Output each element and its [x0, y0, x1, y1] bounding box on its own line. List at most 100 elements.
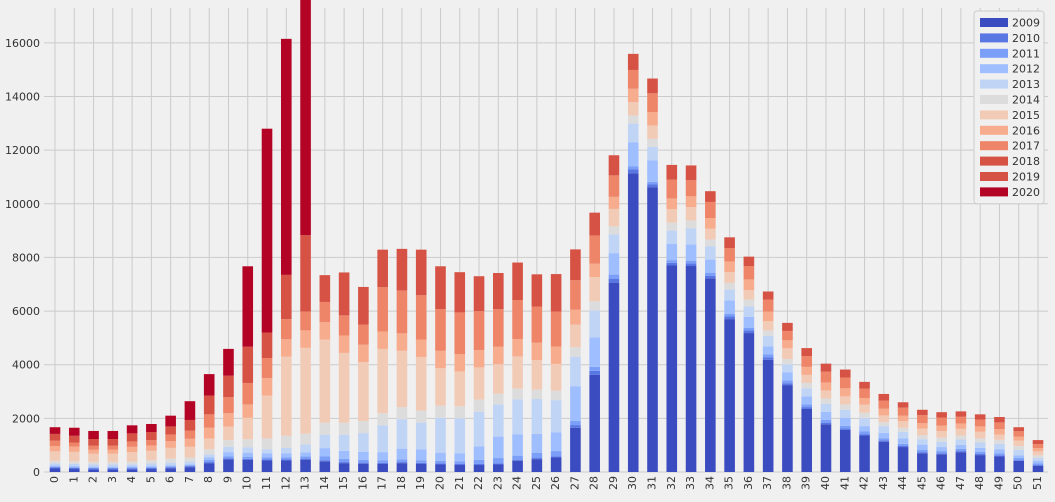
bar-segment-2016: [724, 261, 735, 273]
x-tick-label: 38: [780, 476, 793, 490]
bar-segment-2014: [627, 115, 639, 124]
bar-segment-2014: [878, 422, 890, 427]
x-tick-label: 20: [433, 476, 446, 490]
x-tick-label: 23: [491, 476, 504, 490]
bar-segment-2009: [88, 469, 99, 472]
bar-segment-2009: [647, 187, 658, 472]
bar-segment-2010: [878, 440, 890, 442]
bar-segment-2009: [261, 460, 273, 472]
bar-segment-2011: [724, 313, 735, 317]
bar-segment-2011: [242, 456, 254, 459]
bar-segment-2017: [280, 319, 292, 340]
bar-segment-2020: [88, 430, 99, 440]
bar-segment-2013: [358, 433, 369, 452]
bar-segment-2015: [570, 324, 581, 348]
bar-segment-2018: [454, 272, 466, 313]
bar-segment-2011: [897, 443, 909, 446]
bar-segment-2017: [666, 179, 678, 199]
bar-segment-2012: [589, 337, 600, 367]
x-tick-label: 46: [935, 476, 948, 490]
bar-segment-2018: [280, 274, 292, 320]
bar-segment-2009: [839, 429, 851, 472]
bar-segment-2011: [820, 419, 832, 423]
bar-segment-2014: [705, 239, 716, 247]
bar-segment-2010: [473, 463, 485, 466]
x-tick-label: 13: [299, 476, 312, 490]
bar-segment-2012: [203, 457, 215, 460]
bar-segment-2016: [512, 338, 523, 357]
bar-segment-2015: [936, 430, 947, 438]
bar-segment-2010: [974, 454, 986, 456]
bar-segment-2010: [454, 463, 466, 466]
bar-segment-2013: [68, 463, 80, 467]
bar-segment-2016: [955, 423, 967, 429]
bar-segment-2018: [319, 275, 331, 302]
x-tick-label: 8: [202, 476, 215, 483]
bar-segment-2018: [165, 426, 176, 435]
bar-segment-2017: [88, 445, 99, 450]
bar-segment-2012: [1032, 460, 1044, 464]
legend-label: 2015: [1012, 109, 1040, 122]
bar-segment-2013: [223, 446, 234, 453]
bar-segment-2017: [974, 419, 986, 427]
bar-segment-2012: [917, 444, 928, 451]
bar-segment-2011: [107, 467, 119, 469]
bar-segment-2012: [955, 444, 967, 449]
bar-segment-2017: [627, 69, 639, 89]
bar-segment-2011: [184, 465, 196, 467]
x-tick-label: 25: [530, 476, 543, 490]
x-tick-label: 50: [1012, 476, 1025, 490]
bar-segment-2017: [1013, 431, 1025, 437]
bar-segment-2016: [1013, 436, 1025, 441]
bar-segment-2018: [396, 248, 408, 291]
bar-segment-2010: [338, 462, 350, 464]
x-tick-label: 30: [626, 476, 639, 490]
bar-segment-2009: [1032, 465, 1044, 472]
legend-swatch: [980, 33, 1008, 43]
bar-segment-2012: [165, 465, 176, 467]
bar-segment-2010: [280, 459, 292, 461]
bar-segment-2013: [955, 439, 967, 445]
bar-segment-2010: [570, 425, 581, 428]
bar-segment-2014: [377, 413, 388, 426]
bar-segment-2016: [974, 426, 986, 432]
bar-segment-2014: [955, 435, 967, 440]
bar-segment-2013: [338, 434, 350, 451]
bar-segment-2014: [146, 460, 157, 464]
bar-segment-2012: [608, 253, 620, 275]
bar-segment-2016: [261, 378, 273, 396]
bar-segment-2011: [203, 459, 215, 463]
bar-segment-2016: [435, 350, 446, 369]
bar-segment-2014: [358, 421, 369, 434]
bar-segment-2015: [68, 451, 80, 462]
bar-segment-2018: [724, 237, 735, 249]
bar-segment-2015: [782, 348, 793, 360]
bar-segment-2016: [550, 346, 562, 364]
bar-segment-2017: [473, 311, 485, 350]
bar-segment-2015: [184, 446, 196, 458]
bar-segment-2013: [839, 409, 851, 418]
bar-segment-2016: [242, 404, 254, 418]
bar-segment-2016: [1032, 448, 1044, 452]
bar-segment-2017: [338, 315, 350, 336]
bar-segment-2014: [126, 461, 138, 465]
bar-segment-2015: [743, 290, 755, 300]
bar-segment-2017: [223, 397, 234, 414]
bar-segment-2013: [897, 431, 909, 439]
bar-segment-2017: [897, 407, 909, 416]
bar-segment-2017: [454, 312, 466, 354]
bar-segment-2015: [261, 395, 273, 439]
bar-segment-2016: [897, 415, 909, 422]
bar-segment-2017: [203, 414, 215, 428]
bar-segment-2015: [338, 352, 350, 423]
bar-segment-2012: [936, 447, 947, 452]
bar-segment-2011: [319, 456, 331, 461]
bar-segment-2016: [608, 196, 620, 209]
bar-segment-2016: [801, 366, 813, 375]
bar-segment-2016: [820, 382, 832, 391]
bar-segment-2014: [936, 437, 947, 442]
bar-segment-2015: [473, 367, 485, 400]
bar-segment-2009: [107, 469, 119, 472]
